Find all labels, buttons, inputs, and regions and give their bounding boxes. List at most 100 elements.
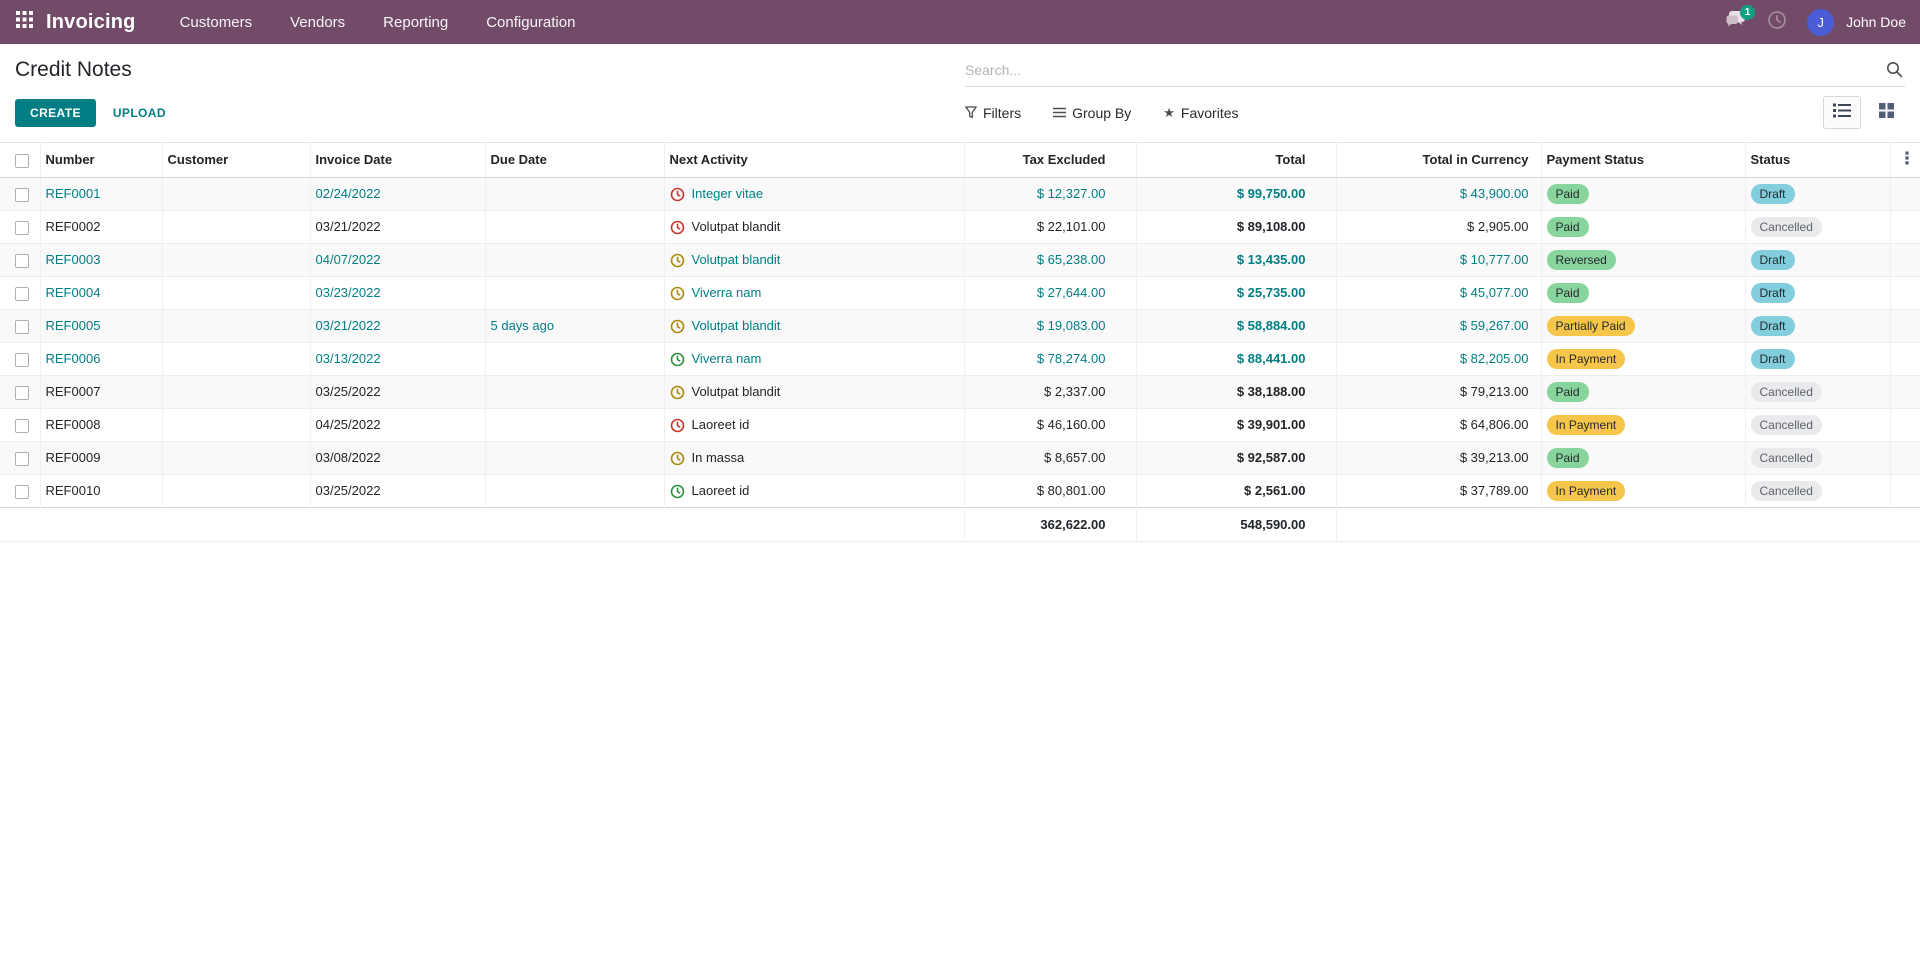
table-row[interactable]: REF0004 03/23/2022 Viverra nam $ 27,644.… [0,276,1920,310]
column-header-next-activity[interactable]: Next Activity [663,142,964,178]
list-view-button[interactable] [1823,96,1861,129]
upload-button[interactable]: UPLOAD [101,99,178,127]
credit-note-link[interactable]: REF0007 [45,384,101,399]
payment-status-cell: Partially Paid [1540,309,1745,343]
status-badge: Cancelled [1750,415,1822,435]
user-avatar[interactable]: J [1807,8,1835,36]
table-row[interactable]: REF0010 03/25/2022 Laoreet id $ 80,801.0… [0,474,1920,508]
menu-configuration[interactable]: Configuration [486,13,576,31]
group-by-button[interactable]: Group By [1053,105,1131,121]
total-in-currency-cell: $ 43,900.00 [1335,177,1541,211]
table-row[interactable]: REF0005 03/21/2022 5 days ago Volutpat b… [0,309,1920,343]
table-row[interactable]: REF0006 03/13/2022 Viverra nam $ 78,274.… [0,342,1920,376]
table-row[interactable]: REF0003 04/07/2022 Volutpat blandit $ 65… [0,243,1920,277]
favorites-button[interactable]: ★ Favorites [1163,105,1238,121]
total-in-currency-cell: $ 82,205.00 [1335,342,1541,376]
table-row[interactable]: REF0001 02/24/2022 Integer vitae $ 12,32… [0,177,1920,211]
tax-excluded-cell: $ 65,238.00 [963,243,1136,277]
filter-group: Filters Group By ★ Favorites [965,105,1239,121]
column-header-total[interactable]: Total [1135,142,1336,178]
navbar-right: 1 J John Doe [1725,5,1906,36]
list-view-icon [1833,103,1851,123]
credit-note-link[interactable]: REF0001 [45,186,101,201]
activity-label: Volutpat blandit [691,219,781,234]
search-icon[interactable] [1886,61,1903,78]
app-title[interactable]: Invoicing [46,10,136,33]
table-row[interactable]: REF0002 03/21/2022 Volutpat blandit $ 22… [0,210,1920,244]
payment-status-badge: Reversed [1546,250,1616,270]
menu-vendors[interactable]: Vendors [290,13,346,31]
activity-clock-icon[interactable] [670,451,685,466]
row-checkbox[interactable] [15,319,29,334]
search-input[interactable] [965,61,1905,78]
invoice-date-cell: 04/25/2022 [309,408,485,442]
row-end-cell [1889,177,1920,211]
select-all-checkbox[interactable] [15,153,29,168]
credit-note-link[interactable]: REF0006 [45,351,101,366]
status-cell: Cancelled [1744,441,1890,475]
credit-note-link[interactable]: REF0002 [45,219,101,234]
row-checkbox[interactable] [15,451,29,466]
row-checkbox[interactable] [15,418,29,433]
column-header-number[interactable]: Number [39,142,162,178]
activity-clock-icon[interactable] [670,187,685,202]
activity-clock-icon[interactable] [670,220,685,235]
activity-clock-icon[interactable] [670,418,685,433]
invoice-date-cell: 03/25/2022 [309,474,485,508]
activity-clock-icon[interactable] [670,484,685,499]
user-name[interactable]: John Doe [1846,14,1906,30]
apps-menu-button[interactable] [16,11,33,33]
column-header-tax-excluded[interactable]: Tax Excluded [963,142,1136,178]
filters-button[interactable]: Filters [965,105,1021,121]
payment-status-badge: Partially Paid [1546,316,1635,336]
optional-columns-header [1889,142,1920,178]
tax-excluded-cell: $ 80,801.00 [963,474,1136,508]
column-header-invoice-date[interactable]: Invoice Date [309,142,485,178]
column-header-total-in-currency[interactable]: Total in Currency [1335,142,1541,178]
credit-note-link[interactable]: REF0004 [45,285,101,300]
credit-note-link[interactable]: REF0009 [45,450,101,465]
messages-button[interactable]: 1 [1725,5,1756,34]
activity-clock-icon[interactable] [670,286,685,301]
next-activity-cell: Volutpat blandit [663,243,964,277]
row-checkbox[interactable] [15,385,29,400]
create-button[interactable]: CREATE [15,98,96,127]
payment-status-badge: Paid [1546,184,1589,204]
menu-customers[interactable]: Customers [179,13,253,31]
kanban-view-button[interactable] [1867,96,1905,129]
column-header-due-date[interactable]: Due Date [484,142,664,178]
status-cell: Draft [1744,342,1890,376]
table-row[interactable]: REF0008 04/25/2022 Laoreet id $ 46,160.0… [0,408,1920,442]
activity-clock-icon[interactable] [670,352,685,367]
credit-note-link[interactable]: REF0010 [45,483,101,498]
table-row[interactable]: REF0007 03/25/2022 Volutpat blandit $ 2,… [0,375,1920,409]
select-all-header [0,142,40,178]
menu-reporting[interactable]: Reporting [383,13,449,31]
column-header-status[interactable]: Status [1744,142,1890,178]
row-checkbox[interactable] [15,187,29,202]
row-select-cell [0,243,40,277]
total-cell: $ 99,750.00 [1135,177,1336,211]
status-badge: Draft [1750,316,1795,336]
activity-clock-icon[interactable] [670,253,685,268]
column-header-payment-status[interactable]: Payment Status [1540,142,1745,178]
activity-clock-icon[interactable] [670,385,685,400]
credit-note-link[interactable]: REF0005 [45,318,101,333]
column-header-customer[interactable]: Customer [161,142,310,178]
credit-notes-table: Number Customer Invoice Date Due Date Ne… [0,142,1920,542]
row-checkbox[interactable] [15,352,29,367]
credit-note-link[interactable]: REF0003 [45,252,101,267]
row-checkbox[interactable] [15,253,29,268]
table-row[interactable]: REF0009 03/08/2022 In massa $ 8,657.00 $… [0,441,1920,475]
payment-status-badge: Paid [1546,283,1589,303]
optional-columns-icon[interactable] [1905,151,1909,165]
customer-cell [161,408,310,442]
credit-note-link[interactable]: REF0008 [45,417,101,432]
row-checkbox[interactable] [15,484,29,499]
row-checkbox[interactable] [15,286,29,301]
activities-button[interactable] [1767,10,1787,35]
row-checkbox[interactable] [15,220,29,235]
apps-grid-icon [16,11,33,33]
total-cell: $ 88,441.00 [1135,342,1336,376]
activity-clock-icon[interactable] [670,319,685,334]
